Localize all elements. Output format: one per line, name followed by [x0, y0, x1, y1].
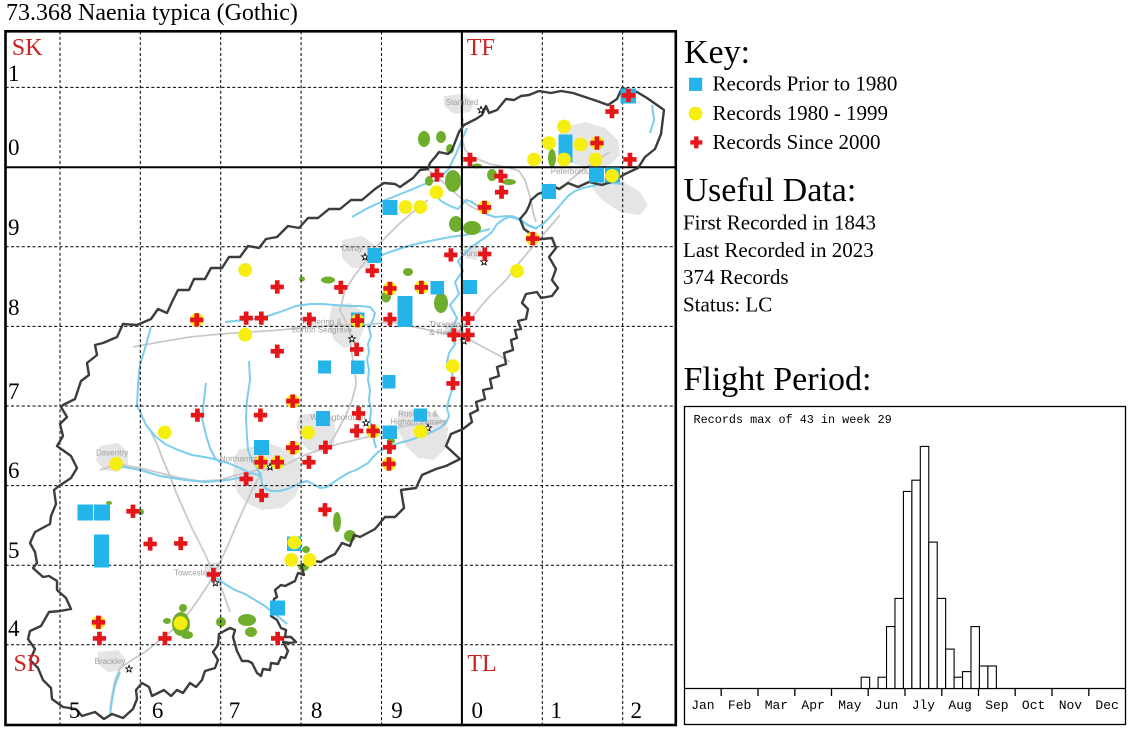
svg-text:9: 9	[8, 215, 20, 240]
svg-text:Records max of 43 in week 29: Records max of 43 in week 29	[694, 413, 892, 427]
svg-text:Apr: Apr	[801, 698, 824, 713]
svg-text:SK: SK	[12, 35, 43, 61]
svg-text:Status: LC: Status: LC	[683, 292, 772, 316]
svg-text:Northampton: Northampton	[220, 455, 266, 464]
svg-text:SP: SP	[14, 651, 41, 677]
svg-text:0: 0	[8, 135, 20, 160]
svg-text:0: 0	[472, 698, 484, 723]
svg-text:Aug: Aug	[948, 698, 971, 713]
svg-text:Thrapston: Thrapston	[429, 320, 465, 329]
svg-text:May: May	[838, 698, 862, 713]
svg-text:Records Since 2000: Records Since 2000	[713, 130, 881, 154]
svg-text:6: 6	[152, 698, 164, 723]
svg-text:5: 5	[8, 538, 20, 563]
svg-text:Nov: Nov	[1059, 698, 1083, 713]
svg-text:Dec: Dec	[1095, 698, 1118, 713]
svg-text:4: 4	[8, 616, 20, 641]
svg-text:Oundle: Oundle	[460, 249, 486, 258]
svg-text:First Recorded in 1843: First Recorded in 1843	[683, 211, 876, 235]
svg-text:Jly: Jly	[912, 698, 936, 713]
svg-text:73.368 Naenia typica (Gothic): 73.368 Naenia typica (Gothic)	[6, 0, 298, 26]
svg-text:Burton Seagrave: Burton Seagrave	[292, 326, 353, 335]
svg-text:Peterborough: Peterborough	[551, 167, 599, 176]
svg-text:Kettering &: Kettering &	[302, 318, 342, 327]
svg-text:7: 7	[229, 698, 241, 723]
svg-text:Last Recorded in 2023: Last Recorded in 2023	[683, 238, 874, 262]
svg-text:Oct: Oct	[1022, 698, 1045, 713]
svg-text:Mar: Mar	[765, 698, 788, 713]
svg-text:Corby: Corby	[341, 244, 362, 253]
svg-text:9: 9	[391, 698, 403, 723]
svg-text:TL: TL	[467, 651, 496, 677]
svg-text:8: 8	[311, 698, 323, 723]
svg-text:Higham Ferrers: Higham Ferrers	[390, 418, 446, 427]
svg-text:Jan: Jan	[691, 698, 714, 713]
svg-text:Towcester: Towcester	[174, 569, 210, 578]
svg-text:1: 1	[8, 61, 20, 86]
svg-text:TF: TF	[467, 35, 495, 61]
svg-text:Records Prior to 1980: Records Prior to 1980	[713, 72, 898, 96]
svg-text:Daventry: Daventry	[96, 449, 128, 458]
svg-text:Sep: Sep	[985, 698, 1008, 713]
svg-text:Feb: Feb	[728, 698, 751, 713]
svg-text:Key:: Key:	[684, 34, 750, 71]
svg-text:6: 6	[8, 458, 20, 483]
svg-text:Brackley: Brackley	[95, 657, 126, 666]
svg-text:8: 8	[8, 295, 20, 320]
svg-text:5: 5	[69, 698, 81, 723]
svg-text:1: 1	[551, 698, 563, 723]
svg-text:Stamford: Stamford	[446, 98, 478, 107]
svg-text:Useful Data:: Useful Data:	[684, 172, 857, 209]
svg-text:& Raunds: & Raunds	[429, 328, 464, 337]
svg-text:Wellingborough: Wellingborough	[310, 413, 365, 422]
svg-text:374 Records: 374 Records	[683, 265, 789, 289]
svg-text:2: 2	[631, 698, 643, 723]
svg-text:7: 7	[8, 379, 20, 404]
svg-text:Jun: Jun	[875, 698, 898, 713]
svg-text:Flight Period:: Flight Period:	[684, 361, 872, 398]
svg-text:Records 1980 - 1999: Records 1980 - 1999	[713, 101, 889, 125]
